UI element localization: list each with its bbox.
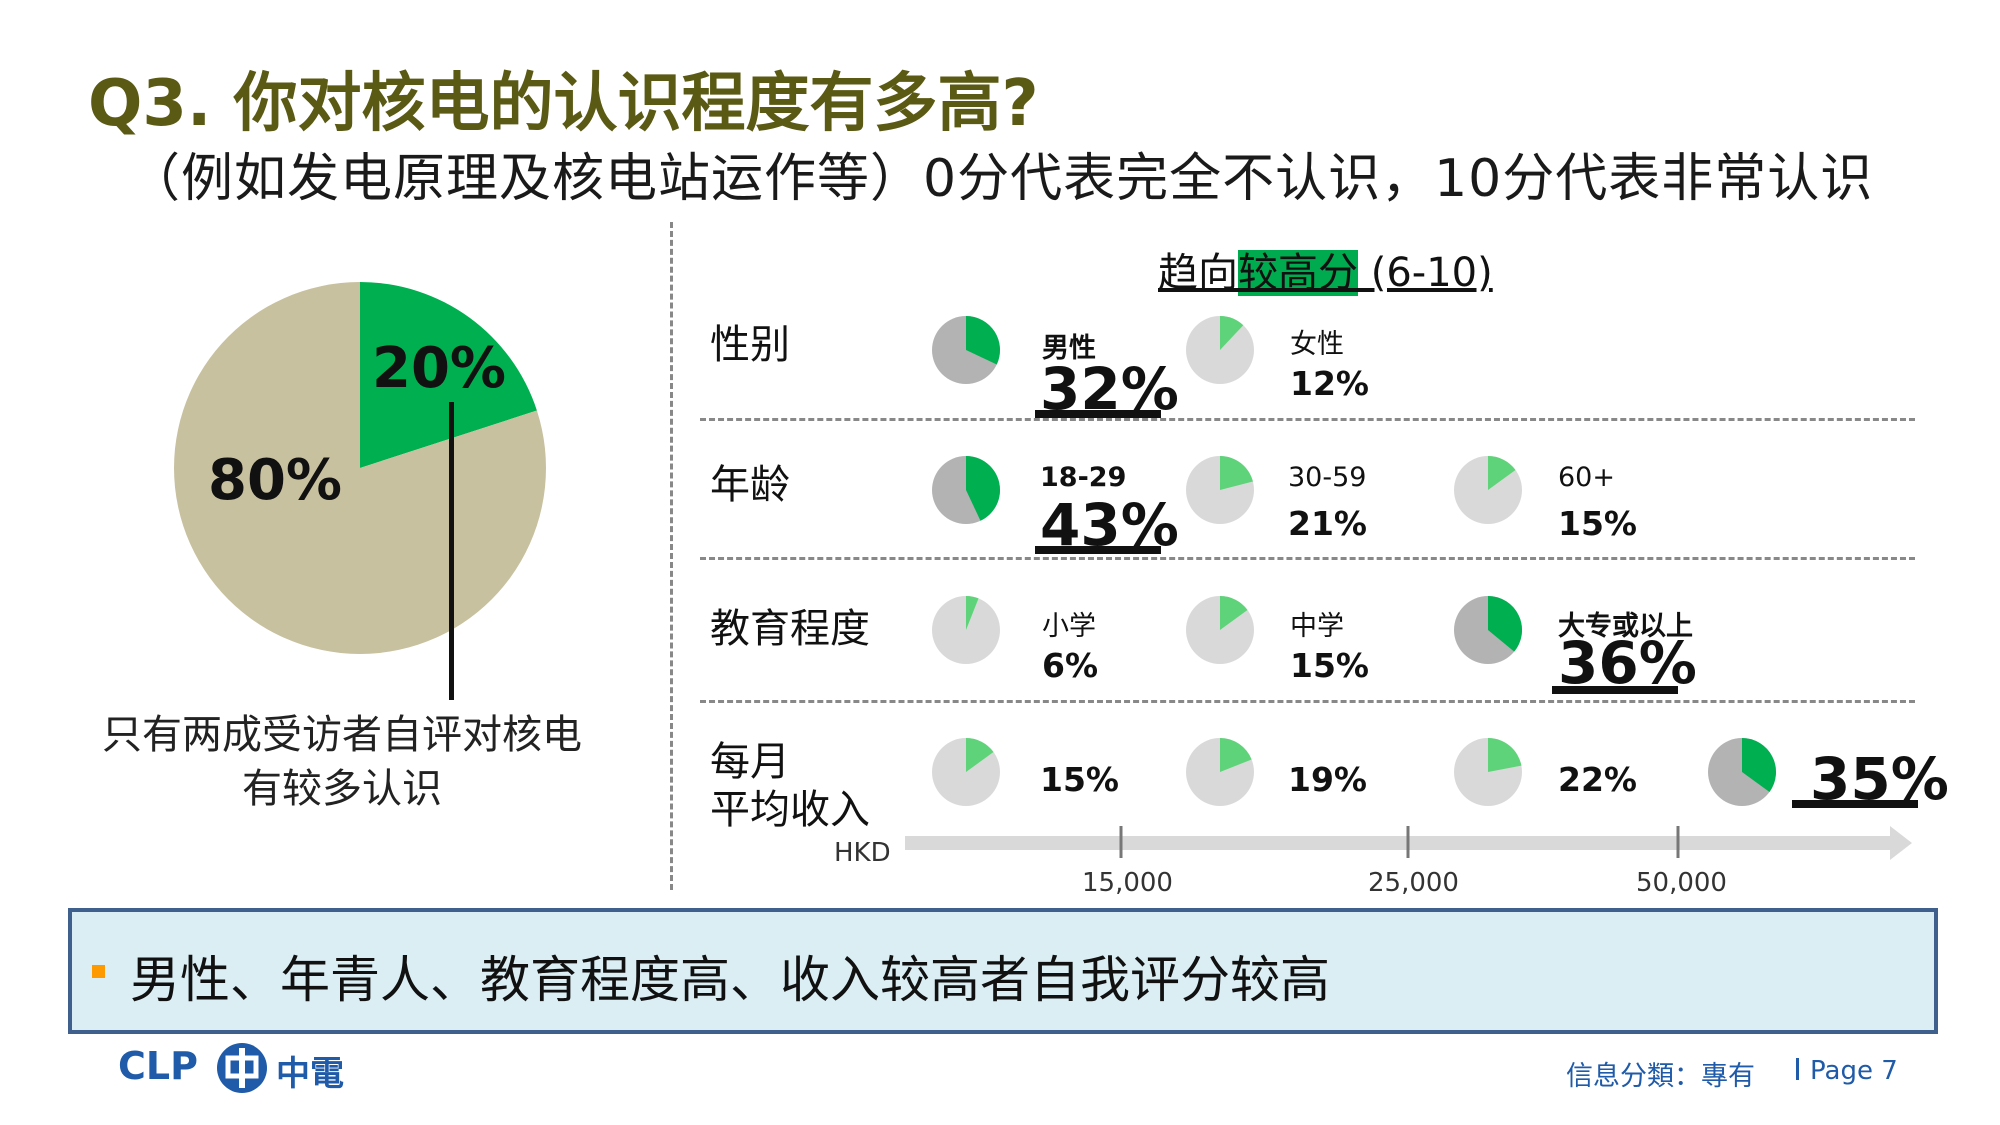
small-pie-slice <box>966 738 994 772</box>
percent-label: 15% <box>1040 760 1119 799</box>
small-pie-slice <box>966 456 1000 521</box>
small-pie-slice <box>1488 456 1516 490</box>
percent-label: 12% <box>1290 364 1369 403</box>
section-title-pre: 趋向 <box>1158 250 1238 296</box>
pie-label-tan: 80% <box>208 448 343 513</box>
percent-highlight: 43% <box>1040 491 1179 559</box>
small-pie-slice <box>1220 738 1252 772</box>
page-subtitle: （例如发电原理及核电站运作等）0分代表完全不认识，10分代表非常认识 <box>128 149 1874 209</box>
percent-label: 22% <box>1558 760 1637 799</box>
small-pie-slice <box>966 596 979 630</box>
logo-chinese: 中電 <box>276 1054 344 1094</box>
highlight-underline <box>1792 800 1918 808</box>
percent-label: 15% <box>1290 646 1369 685</box>
conclusion-box <box>68 908 1938 1034</box>
bullet-icon <box>92 965 105 978</box>
row-separator <box>700 557 1915 560</box>
category-label: 18-29 <box>1040 462 1127 493</box>
section-title: 趋向较高分 (6-10) <box>1158 240 1493 298</box>
percent-label: 6% <box>1042 646 1099 685</box>
category-label: 60+ <box>1558 462 1615 493</box>
small-pie-slice <box>1488 596 1522 652</box>
category-label: 大专或以上 <box>1558 611 1693 642</box>
axis-tick-label: 15,000 <box>1082 868 1173 898</box>
highlight-underline <box>1552 686 1678 694</box>
pie-caption: 只有两成受访者自评对核电有较多认识 <box>102 712 582 812</box>
axis-unit: HKD <box>834 838 891 868</box>
pie-slice-green <box>360 282 537 468</box>
small-pie-slice <box>1742 738 1776 792</box>
row-label-gender: 性别 <box>710 322 790 368</box>
percent-label: 19% <box>1288 760 1367 799</box>
percent-highlight: 35% <box>1810 745 1949 813</box>
percent-highlight: 32% <box>1040 355 1179 423</box>
row-label-age: 年龄 <box>710 462 790 508</box>
category-label: 女性 <box>1290 329 1344 360</box>
footer-info: 信息分類：專有 <box>1566 1061 1755 1092</box>
clp-logo-icon <box>217 1043 267 1093</box>
vertical-divider <box>670 222 673 890</box>
category-label: 男性 <box>1042 333 1096 364</box>
page-title: Q3. 你对核电的认识程度有多高? <box>88 67 1039 141</box>
axis-tick-label: 50,000 <box>1636 868 1727 898</box>
small-pie-slice <box>1220 456 1253 490</box>
row-separator <box>700 418 1915 421</box>
percent-label: 21% <box>1288 504 1367 543</box>
section-title-post: (6-10) <box>1358 250 1493 296</box>
highlight-underline <box>1035 546 1161 554</box>
row-label-income: 每月 平均收入 <box>710 739 870 833</box>
row-label-education: 教育程度 <box>710 606 870 652</box>
percent-highlight: 36% <box>1558 629 1697 697</box>
category-label: 小学 <box>1042 611 1096 642</box>
page-number: Page 7 <box>1810 1056 1898 1086</box>
axis-tick-label: 25,000 <box>1368 868 1459 898</box>
logo-text: CLP <box>118 1044 198 1088</box>
small-pie-slice <box>1488 738 1522 772</box>
highlight-underline <box>1035 410 1161 418</box>
category-label: 30-59 <box>1288 462 1367 493</box>
category-label: 中学 <box>1290 611 1344 642</box>
section-title-highlight: 较高分 <box>1238 250 1358 296</box>
small-pie-slice <box>1220 316 1244 350</box>
footer-separator <box>1796 1058 1799 1080</box>
pie-label-green: 20% <box>372 336 507 401</box>
row-separator <box>700 700 1915 703</box>
conclusion-text: 男性、年青人、教育程度高、收入较高者自我评分较高 <box>130 951 1330 1009</box>
caption-leader-line <box>449 402 454 700</box>
small-pie-slice <box>1220 596 1248 630</box>
percent-label: 15% <box>1558 504 1637 543</box>
small-pie-slice <box>966 316 1000 365</box>
